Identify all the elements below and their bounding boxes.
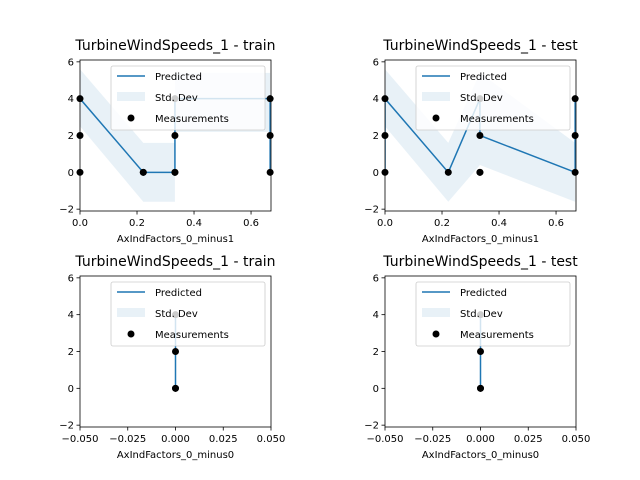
y-tick-label: 0 [373,168,379,179]
legend-measurements-swatch [127,330,135,338]
measurement-point [171,132,179,139]
x-tick-label: 0.6 [243,218,259,229]
legend-predicted-label: Predicted [460,288,507,299]
legend-box [415,65,571,131]
x-tick-label: −0.050 [366,434,403,445]
legend: Predicted Std. Dev Measurements [415,281,571,347]
legend-measurements-label: Measurements [155,114,229,125]
legend-predicted-label: Predicted [155,72,202,83]
y-tick-label: −2 [364,421,379,432]
measurement-point [476,132,484,139]
y-tick-label: −2 [59,421,74,432]
x-tick-label: 0.0 [377,218,393,229]
x-tick-label: 0.025 [514,434,543,445]
x-tick-label: 0.2 [129,218,145,229]
legend-measurements-label: Measurements [460,330,534,341]
x-axis-label: AxIndFactors_0_minus1 [422,234,539,245]
y-tick-label: 4 [68,94,74,105]
legend-std-dev-swatch [117,92,145,101]
legend-box [110,281,266,347]
x-tick-label: −0.025 [109,434,146,445]
subplot-title: TurbineWindSpeeds_1 - test [382,38,578,54]
subplot-4: −2 0 2 4 6 −0.050 −0.025 0.000 0.025 0.050 Turbine… [364,254,590,461]
y-tick-label: 6 [68,57,74,68]
measurement-point [571,95,579,103]
y-tick-label: −2 [59,205,74,216]
x-tick-label: 0.000 [161,434,190,445]
y-tick-label: 0 [373,384,379,395]
subplot-1: −2 0 2 4 6 0.0 0.2 0.4 0.6 TurbineWindSpeeds_1 - … [59,38,275,245]
legend-std-dev-swatch [422,92,450,101]
legend-measurements-swatch [432,330,440,338]
y-tick-label: 6 [68,273,74,284]
legend-measurements-label: Measurements [155,330,229,341]
y-tick-label: 2 [68,131,74,142]
x-axis-label: AxIndFactors_0_minus0 [422,450,539,461]
y-tick-label: 2 [373,347,379,358]
legend-box [110,65,266,131]
x-tick-label: 0.050 [562,434,591,445]
y-tick-label: −2 [364,205,379,216]
subplot-title: TurbineWindSpeeds_1 - train [74,254,275,270]
x-tick-label: −0.050 [61,434,98,445]
y-tick-label: 4 [373,94,379,105]
measurement-point [266,95,274,103]
legend-std-dev-label: Std. Dev [460,93,503,104]
y-tick-label: 4 [68,310,74,321]
x-tick-label: −0.025 [414,434,451,445]
legend-measurements-swatch [432,114,440,122]
x-tick-label: 0.025 [209,434,238,445]
x-tick-label: 0.2 [434,218,450,229]
legend-measurements-swatch [127,114,135,122]
x-tick-label: 0.0 [72,218,88,229]
subplot-title: TurbineWindSpeeds_1 - test [382,254,578,270]
measurement-point [571,168,579,176]
y-tick-label: 4 [373,310,379,321]
legend-predicted-label: Predicted [155,288,202,299]
measurement-point [172,348,179,355]
x-tick-label: 0.4 [491,218,507,229]
y-tick-label: 0 [68,384,74,395]
measurement-point [171,168,179,176]
legend-std-dev-label: Std. Dev [155,309,198,320]
subplot-3: −2 0 2 4 6 −0.050 −0.025 0.000 0.025 0.050 Turbine… [59,254,285,461]
measurement-point [139,168,147,176]
measurement-point [172,384,179,392]
x-axis-label: AxIndFactors_0_minus0 [117,450,234,461]
measurement-point [477,384,484,392]
y-tick-label: 2 [68,347,74,358]
legend-std-dev-swatch [117,308,145,317]
legend: Predicted Std. Dev Measurements [110,281,266,347]
measurement-point [266,168,274,176]
subplot-2: −2 0 2 4 6 0.0 0.2 0.4 0.6 TurbineWindSpeeds_1 - … [364,38,579,245]
x-tick-label: 0.4 [186,218,202,229]
legend: Predicted Std. Dev Measurements [110,65,266,131]
legend-predicted-label: Predicted [460,72,507,83]
subplot-title: TurbineWindSpeeds_1 - train [74,38,275,54]
y-tick-label: 0 [68,168,74,179]
legend-box [415,281,571,347]
legend-std-dev-label: Std. Dev [460,309,503,320]
x-axis-label: AxIndFactors_0_minus1 [117,234,234,245]
y-tick-label: 6 [373,57,379,68]
measurement-point [444,168,452,176]
x-tick-label: 0.050 [257,434,286,445]
legend-measurements-label: Measurements [460,114,534,125]
x-tick-label: 0.6 [548,218,564,229]
measurement-point [571,132,579,139]
x-tick-label: 0.000 [466,434,495,445]
legend-std-dev-label: Std. Dev [155,93,198,104]
y-tick-label: 6 [373,273,379,284]
y-tick-label: 2 [373,131,379,142]
legend-std-dev-swatch [422,308,450,317]
measurement-point [477,348,484,355]
legend: Predicted Std. Dev Measurements [415,65,571,131]
measurement-point [266,132,274,139]
measurement-point [476,168,484,176]
